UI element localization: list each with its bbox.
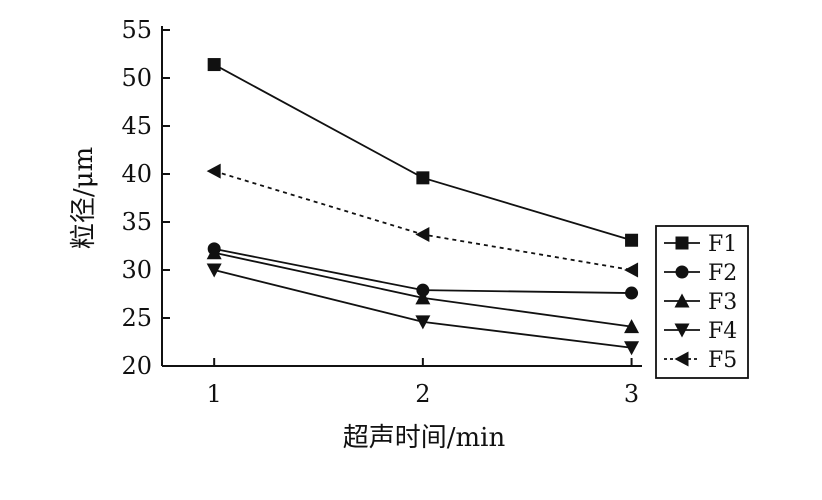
x-axis-title: 超声时间/min: [343, 423, 506, 453]
data-point: [624, 319, 640, 334]
legend-label: F5: [708, 348, 737, 373]
y-tick-label: 45: [121, 112, 152, 140]
data-point: [416, 171, 430, 185]
y-axis-title: 粒径/μm: [69, 147, 99, 249]
data-point: [624, 262, 639, 278]
series-f1: [207, 58, 639, 247]
data-point: [415, 290, 431, 305]
legend: F1 F2 F3 F4 F5: [655, 225, 749, 379]
legend-label: F3: [708, 290, 737, 315]
legend-marker: [675, 265, 689, 279]
axes: 20 25 30 35 40 45 50 55 1 2 3: [121, 16, 642, 408]
y-tick-label: 30: [121, 256, 152, 284]
data-point: [206, 163, 221, 179]
y-tick-label: 20: [121, 352, 152, 380]
legend-item-f2: F2: [664, 261, 737, 286]
legend-marker: [674, 293, 690, 308]
series-line-f4: [213, 269, 632, 349]
legend-label: F2: [708, 261, 737, 286]
data-point: [625, 286, 639, 300]
y-tick-label: 25: [121, 304, 152, 332]
legend-item-f1: F1: [664, 232, 737, 257]
series-f3: [206, 245, 640, 334]
legend-label: F4: [708, 319, 737, 344]
y-tick-label: 40: [121, 160, 152, 188]
legend-box: [655, 225, 749, 379]
x-tick-label: 3: [624, 380, 639, 408]
data-point: [415, 315, 431, 330]
data-point: [415, 226, 430, 242]
x-tick-label: 2: [415, 380, 430, 408]
data-point: [416, 283, 430, 297]
legend-marker: [674, 351, 689, 367]
legend-item-f3: F3: [664, 290, 737, 315]
series-f4: [206, 263, 640, 356]
series-line-f5: [213, 170, 632, 271]
data-point: [207, 58, 221, 72]
x-tick-label: 1: [207, 380, 222, 408]
legend-marker: [674, 323, 690, 338]
series-f5: [206, 163, 639, 278]
y-tick-label: 35: [121, 208, 152, 236]
data-point: [206, 263, 222, 278]
legend-item-f5: F5: [664, 348, 737, 373]
series-line-f1: [213, 63, 632, 242]
y-tick-label: 55: [121, 16, 152, 44]
data-point: [624, 341, 640, 356]
legend-item-f4: F4: [664, 319, 737, 344]
series-layer: [206, 58, 640, 356]
legend-marker: [675, 236, 689, 250]
data-point: [206, 245, 222, 260]
y-tick-label: 50: [121, 64, 152, 92]
legend-label: F1: [708, 232, 737, 257]
data-point: [625, 233, 639, 247]
